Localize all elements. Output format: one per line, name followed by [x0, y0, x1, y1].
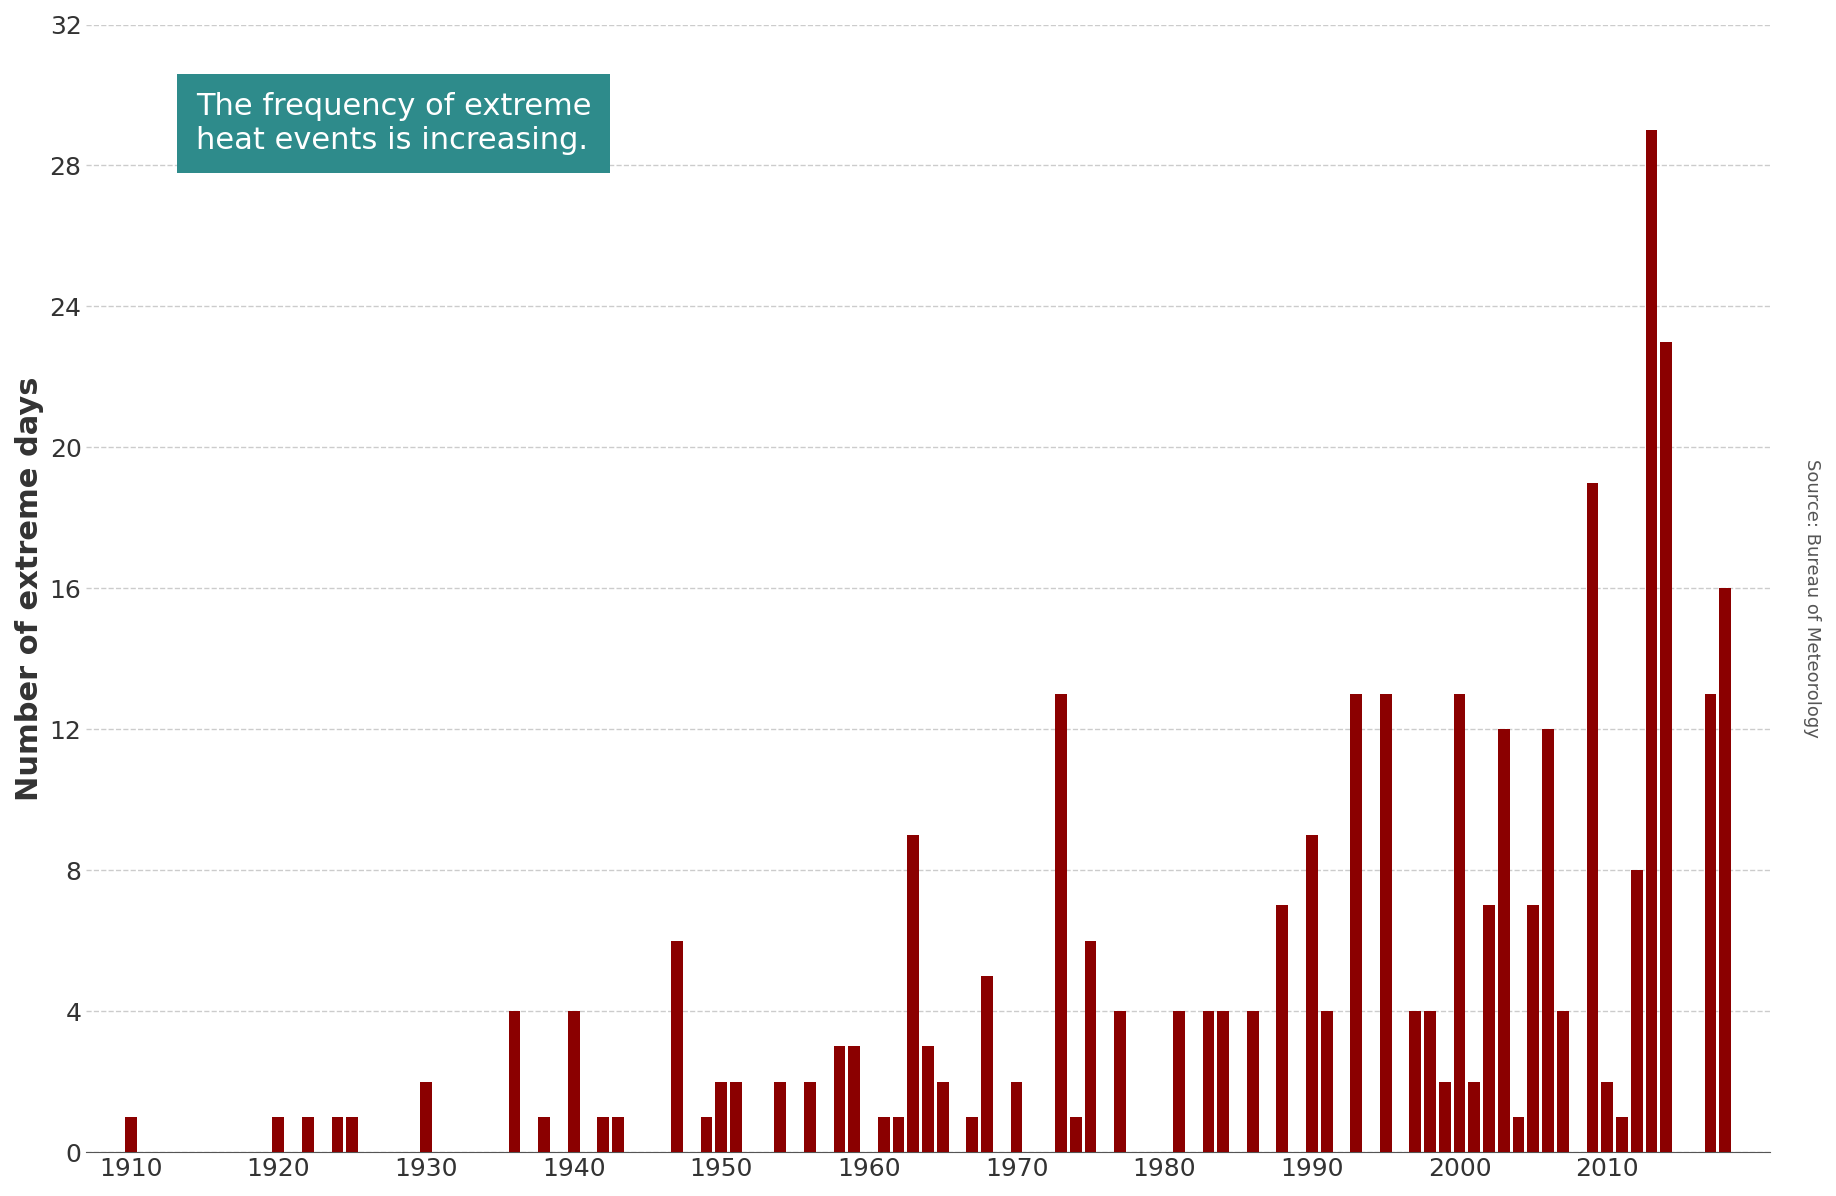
Bar: [892, 1117, 905, 1152]
Bar: [1704, 694, 1717, 1152]
Bar: [1660, 342, 1673, 1152]
Bar: [538, 1117, 551, 1152]
Bar: [1349, 694, 1362, 1152]
Bar: [1114, 1011, 1125, 1152]
Bar: [1528, 905, 1539, 1152]
Bar: [1305, 835, 1318, 1152]
Bar: [1630, 871, 1643, 1152]
Bar: [1454, 694, 1465, 1152]
Bar: [922, 1046, 935, 1152]
Bar: [1070, 1117, 1081, 1152]
Bar: [716, 1081, 727, 1152]
Bar: [1439, 1081, 1450, 1152]
Bar: [611, 1117, 624, 1152]
Bar: [775, 1081, 786, 1152]
Bar: [1085, 941, 1096, 1152]
Bar: [301, 1117, 314, 1152]
Bar: [1483, 905, 1495, 1152]
Bar: [509, 1011, 520, 1152]
Bar: [1247, 1011, 1259, 1152]
Bar: [848, 1046, 859, 1152]
Bar: [980, 976, 993, 1152]
Y-axis label: Number of extreme days: Number of extreme days: [15, 376, 44, 800]
Bar: [1010, 1081, 1023, 1152]
Bar: [701, 1117, 712, 1152]
Bar: [1557, 1011, 1568, 1152]
Bar: [272, 1117, 285, 1152]
Bar: [1203, 1011, 1214, 1152]
Bar: [1173, 1011, 1184, 1152]
Bar: [1718, 588, 1731, 1152]
Bar: [1425, 1011, 1436, 1152]
Text: Source: Bureau of Meteorology: Source: Bureau of Meteorology: [1803, 458, 1821, 738]
Bar: [1410, 1011, 1421, 1152]
Bar: [834, 1046, 845, 1152]
Bar: [1276, 905, 1289, 1152]
Bar: [1320, 1011, 1333, 1152]
Bar: [907, 835, 920, 1152]
Text: The frequency of extreme
heat events is increasing.: The frequency of extreme heat events is …: [196, 92, 591, 154]
Bar: [1601, 1081, 1614, 1152]
Bar: [1056, 694, 1067, 1152]
Bar: [1616, 1117, 1629, 1152]
Bar: [125, 1117, 136, 1152]
Bar: [597, 1117, 610, 1152]
Bar: [1542, 730, 1553, 1152]
Bar: [936, 1081, 949, 1152]
Bar: [731, 1081, 742, 1152]
Bar: [1586, 483, 1599, 1152]
Bar: [1513, 1117, 1524, 1152]
Bar: [672, 941, 683, 1152]
Bar: [966, 1117, 979, 1152]
Bar: [347, 1117, 358, 1152]
Bar: [1217, 1011, 1230, 1152]
Bar: [420, 1081, 431, 1152]
Bar: [1381, 694, 1392, 1152]
Bar: [878, 1117, 890, 1152]
Bar: [567, 1011, 580, 1152]
Bar: [1469, 1081, 1480, 1152]
Bar: [804, 1081, 815, 1152]
Bar: [332, 1117, 343, 1152]
Bar: [1645, 130, 1658, 1152]
Bar: [1498, 730, 1509, 1152]
